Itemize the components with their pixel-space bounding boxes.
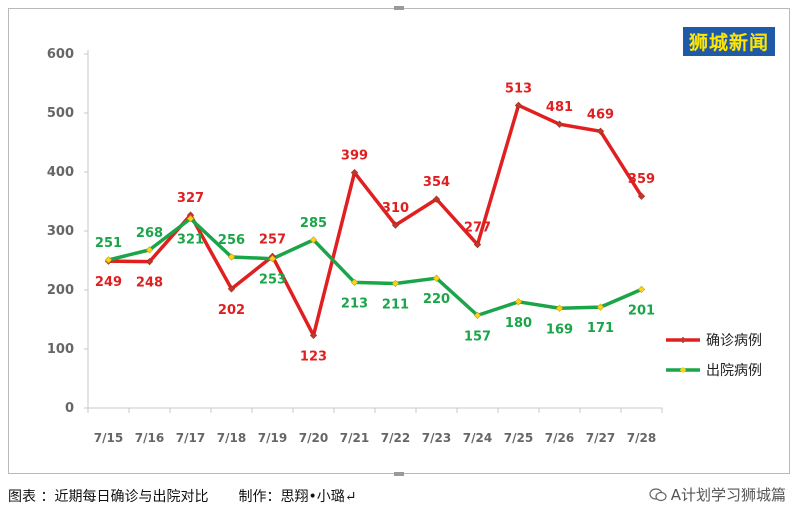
data-label: 321 [177,233,204,248]
data-point [391,279,400,288]
resize-handle-top[interactable] [394,6,404,10]
x-tick-label: 7/24 [463,431,492,445]
x-tick-label: 7/16 [135,431,164,445]
data-label: 201 [628,303,655,318]
y-tick-label: 500 [47,106,74,121]
resize-handle-bottom[interactable] [394,472,404,476]
watermark-text: A计划学习狮城篇 [670,486,786,504]
data-labels: 249 248 327 202 257 123 399 310 354 277 513 481 469 3… [95,81,655,364]
y-axis-ticks: 0 100 200 300 400 500 600 [47,47,88,416]
data-label: 257 [259,232,286,247]
data-point [268,255,277,263]
y-tick-label: 0 [65,401,74,416]
data-point [350,168,359,177]
legend-label: 出院病例 [706,363,762,379]
x-tick-label: 7/15 [94,431,123,445]
data-point [391,221,400,229]
x-tick-label: 7/17 [176,431,205,445]
data-point [637,192,646,200]
series-line-discharged [108,216,643,318]
data-point [473,240,482,249]
x-tick-label: 7/26 [545,431,574,445]
x-axis-ticks: 7/15 7/16 7/17 7/18 7/19 7/20 7/21 7/22 7/23 7/24… [87,408,663,445]
data-label: 399 [341,149,368,164]
legend-marker [679,336,687,344]
data-point [227,285,236,293]
legend-marker [679,366,687,374]
data-point [514,298,523,306]
legend-label: 确诊病例 [706,333,762,349]
data-point [432,195,441,203]
data-point [596,127,605,135]
data-point [473,311,482,319]
data-label: 202 [218,303,245,318]
data-label: 171 [587,321,614,336]
data-label: 513 [505,81,532,96]
brand-logo: 狮城新闻 [682,27,775,56]
data-point [350,278,359,286]
x-tick-label: 7/21 [340,431,369,445]
y-tick-label: 600 [47,47,74,62]
x-tick-label: 7/28 [627,431,656,445]
data-point [432,274,441,282]
figure-caption: 图表 ：近期每日确诊与出院对比 制作：思翔•小璐↵ [8,486,356,506]
data-label: 169 [546,322,573,337]
wechat-icon [649,487,667,501]
data-point [104,256,113,264]
data-label: 310 [382,201,409,216]
data-point [309,331,318,340]
data-label: 277 [464,221,491,236]
y-tick-label: 300 [47,224,74,239]
data-label: 213 [341,296,368,311]
data-label: 469 [587,107,614,122]
caption-credit: 制作：思翔•小璐↵ [238,489,357,505]
x-tick-label: 7/22 [381,431,410,445]
data-point [309,236,318,244]
data-label: 249 [95,275,122,290]
y-tick-label: 200 [47,283,74,298]
x-tick-label: 7/27 [586,431,615,445]
data-point [555,120,564,128]
data-point [596,303,605,311]
data-label: 481 [546,100,573,115]
data-label: 220 [423,292,450,307]
data-label: 253 [259,273,286,288]
data-label: 268 [136,226,163,241]
data-label: 180 [505,316,532,331]
x-tick-label: 7/25 [504,431,533,445]
data-point [145,258,154,266]
wechat-watermark: A计划学习狮城篇 [649,484,786,505]
data-point [514,101,523,109]
data-label: 354 [423,175,450,190]
data-label: 123 [300,349,327,364]
data-label: 327 [177,191,204,206]
caption-title: 图表 ：近期每日确诊与出院对比 [8,489,209,505]
y-tick-label: 400 [47,165,74,180]
data-label: 359 [628,172,655,187]
data-label: 251 [95,236,122,251]
line-chart: 0 100 200 300 400 500 600 7/15 7/16 7/17 7/18 7/19… [47,47,762,445]
chart-frame: 狮城新闻 [8,8,790,474]
data-point [186,214,195,223]
data-point [637,285,646,294]
series-layer [104,101,646,340]
data-label: 285 [300,216,327,231]
x-tick-label: 7/19 [258,431,287,445]
x-tick-label: 7/18 [217,431,246,445]
y-tick-label: 100 [47,342,74,357]
data-point [227,253,236,261]
data-point [145,246,154,254]
data-label: 256 [218,233,245,248]
x-tick-label: 7/23 [422,431,451,445]
data-label: 157 [464,329,491,344]
data-label: 211 [382,298,409,313]
x-tick-label: 7/20 [299,431,328,445]
data-point [555,304,564,312]
data-label: 248 [136,276,163,291]
